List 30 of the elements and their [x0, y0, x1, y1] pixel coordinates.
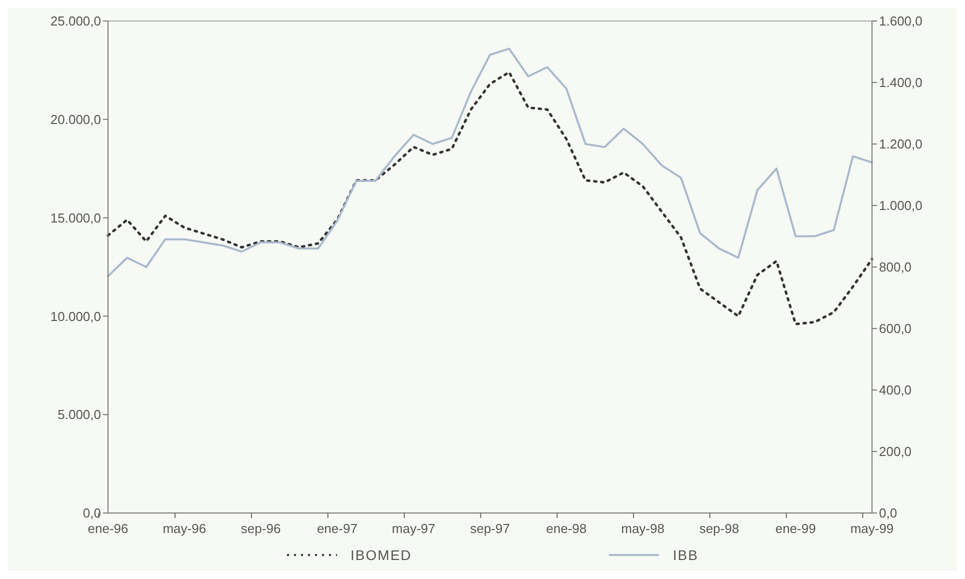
y2-tick-label: 400,0 [879, 382, 912, 398]
y2-tick-label: 1.000,0 [879, 198, 922, 214]
y2-tick-label: 1.600,0 [879, 14, 922, 29]
x-tick-label: may-98 [621, 521, 664, 536]
y2-tick-label: 200,0 [879, 444, 912, 460]
y-tick-label: 10.000,0 [50, 308, 101, 324]
x-tick-label: ene-96 [88, 521, 128, 536]
x-tick-label: may-99 [850, 521, 894, 536]
x-tick-label: may-96 [162, 521, 206, 536]
y-tick-label: 5.000,0 [58, 407, 101, 422]
y-tick-label: 0,0 [82, 506, 101, 521]
y2-tick-label: 0,0 [879, 506, 898, 521]
y2-tick-label: 1.200,0 [879, 136, 922, 152]
y2-tick-label: 800,0 [879, 260, 912, 275]
x-tick-label: sep-98 [699, 521, 740, 536]
y2-tick-label: 1.400,0 [879, 75, 922, 90]
x-tick-label: sep-96 [240, 521, 281, 536]
line-series [106, 70, 874, 326]
line-series [107, 48, 873, 278]
x-tick-label: ene-97 [316, 521, 358, 536]
x-tick-label: sep-97 [470, 521, 510, 536]
y-tick-label: 20.000,0 [50, 112, 101, 128]
x-tick-label: ene-99 [775, 521, 816, 536]
legend-label: IBOMED [350, 547, 412, 563]
legend-label: IBB [672, 547, 698, 563]
x-tick-label: ene-98 [546, 521, 587, 536]
y-tick-label: 25.000,0 [50, 14, 101, 29]
y2-tick-label: 600,0 [879, 321, 912, 336]
x-tick-label: may-97 [392, 521, 436, 536]
y-tick-label: 15.000,0 [50, 210, 101, 226]
